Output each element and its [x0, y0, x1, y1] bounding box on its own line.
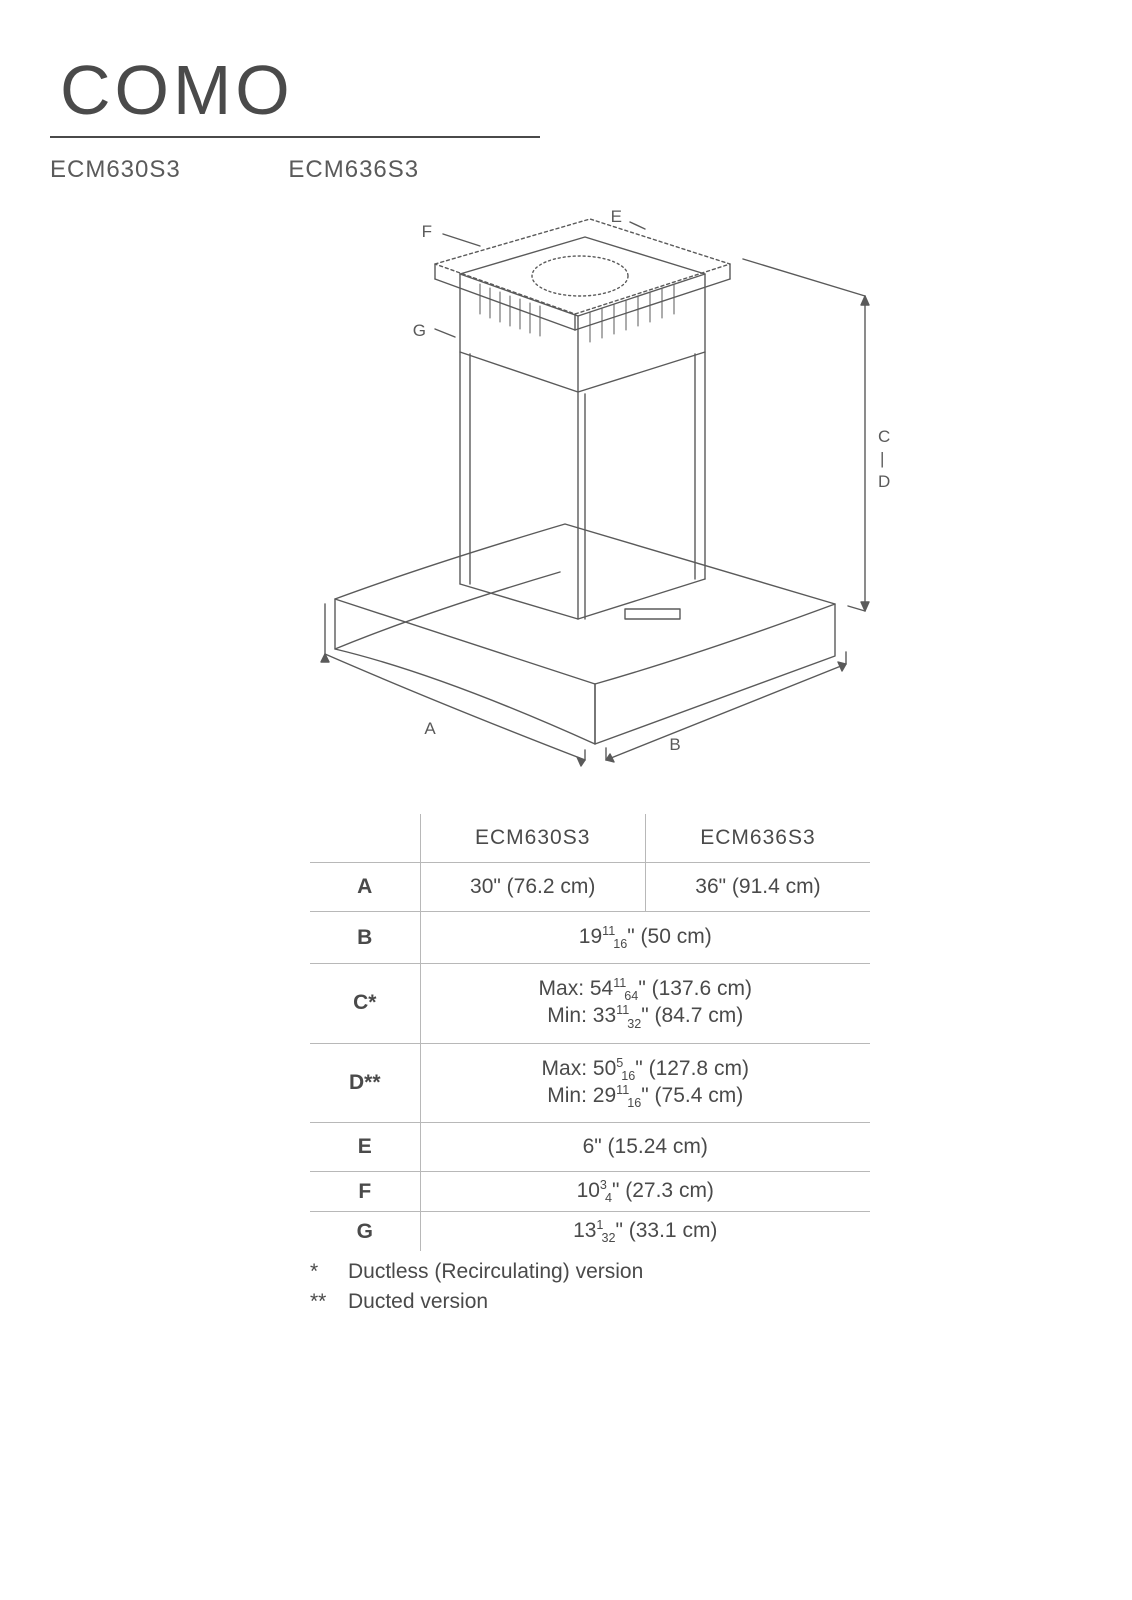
page-title: COMO — [60, 50, 1072, 130]
dim-label-d: D — [878, 472, 890, 491]
dim-divider: | — [880, 449, 884, 468]
footnote-1-text: Ductless (Recirculating) version — [348, 1257, 643, 1286]
footnote-2-mark: ** — [310, 1287, 348, 1316]
row-e-label: E — [310, 1122, 420, 1171]
model-list: ECM630S3 ECM636S3 — [50, 156, 1072, 184]
row-a-label: A — [310, 863, 420, 912]
row-a-c2: 36" (91.4 cm) — [645, 863, 870, 912]
dim-label-f: F — [422, 222, 432, 241]
table-corner — [310, 814, 420, 863]
row-a-c1: 30" (76.2 cm) — [420, 863, 645, 912]
row-f-val: 1034" (27.3 cm) — [420, 1171, 870, 1211]
footnote-1-mark: * — [310, 1257, 348, 1286]
row-c-label: C* — [310, 964, 420, 1043]
footnote-2-text: Ducted version — [348, 1287, 488, 1316]
title-rule — [50, 136, 540, 138]
col-header-1: ECM630S3 — [420, 814, 645, 863]
dim-label-b: B — [669, 735, 680, 754]
dim-label-e: E — [611, 207, 622, 226]
row-g-val: 13132" (33.1 cm) — [420, 1212, 870, 1252]
col-header-2: ECM636S3 — [645, 814, 870, 863]
footnotes: * Ductless (Recirculating) version ** Du… — [310, 1257, 1072, 1316]
dim-label-a: A — [424, 719, 436, 738]
spec-table: ECM630S3 ECM636S3 A 30" (76.2 cm) 36" (9… — [310, 814, 870, 1251]
row-f-label: F — [310, 1171, 420, 1211]
model-1: ECM630S3 — [50, 156, 181, 184]
model-2: ECM636S3 — [288, 156, 419, 184]
row-b-label: B — [310, 912, 420, 964]
row-d-val: Max: 50516" (127.8 cm) Min: 291116" (75.… — [420, 1043, 870, 1122]
dim-label-c: C — [878, 427, 890, 446]
row-g-label: G — [310, 1212, 420, 1252]
dimension-diagram: F E G A B C | D — [280, 204, 1072, 784]
row-b-val: 191116" (50 cm) — [420, 912, 870, 964]
row-d-label: D** — [310, 1043, 420, 1122]
row-c-val: Max: 541164" (137.6 cm) Min: 331132" (84… — [420, 964, 870, 1043]
row-e-val: 6" (15.24 cm) — [420, 1122, 870, 1171]
dim-label-g: G — [413, 321, 426, 340]
